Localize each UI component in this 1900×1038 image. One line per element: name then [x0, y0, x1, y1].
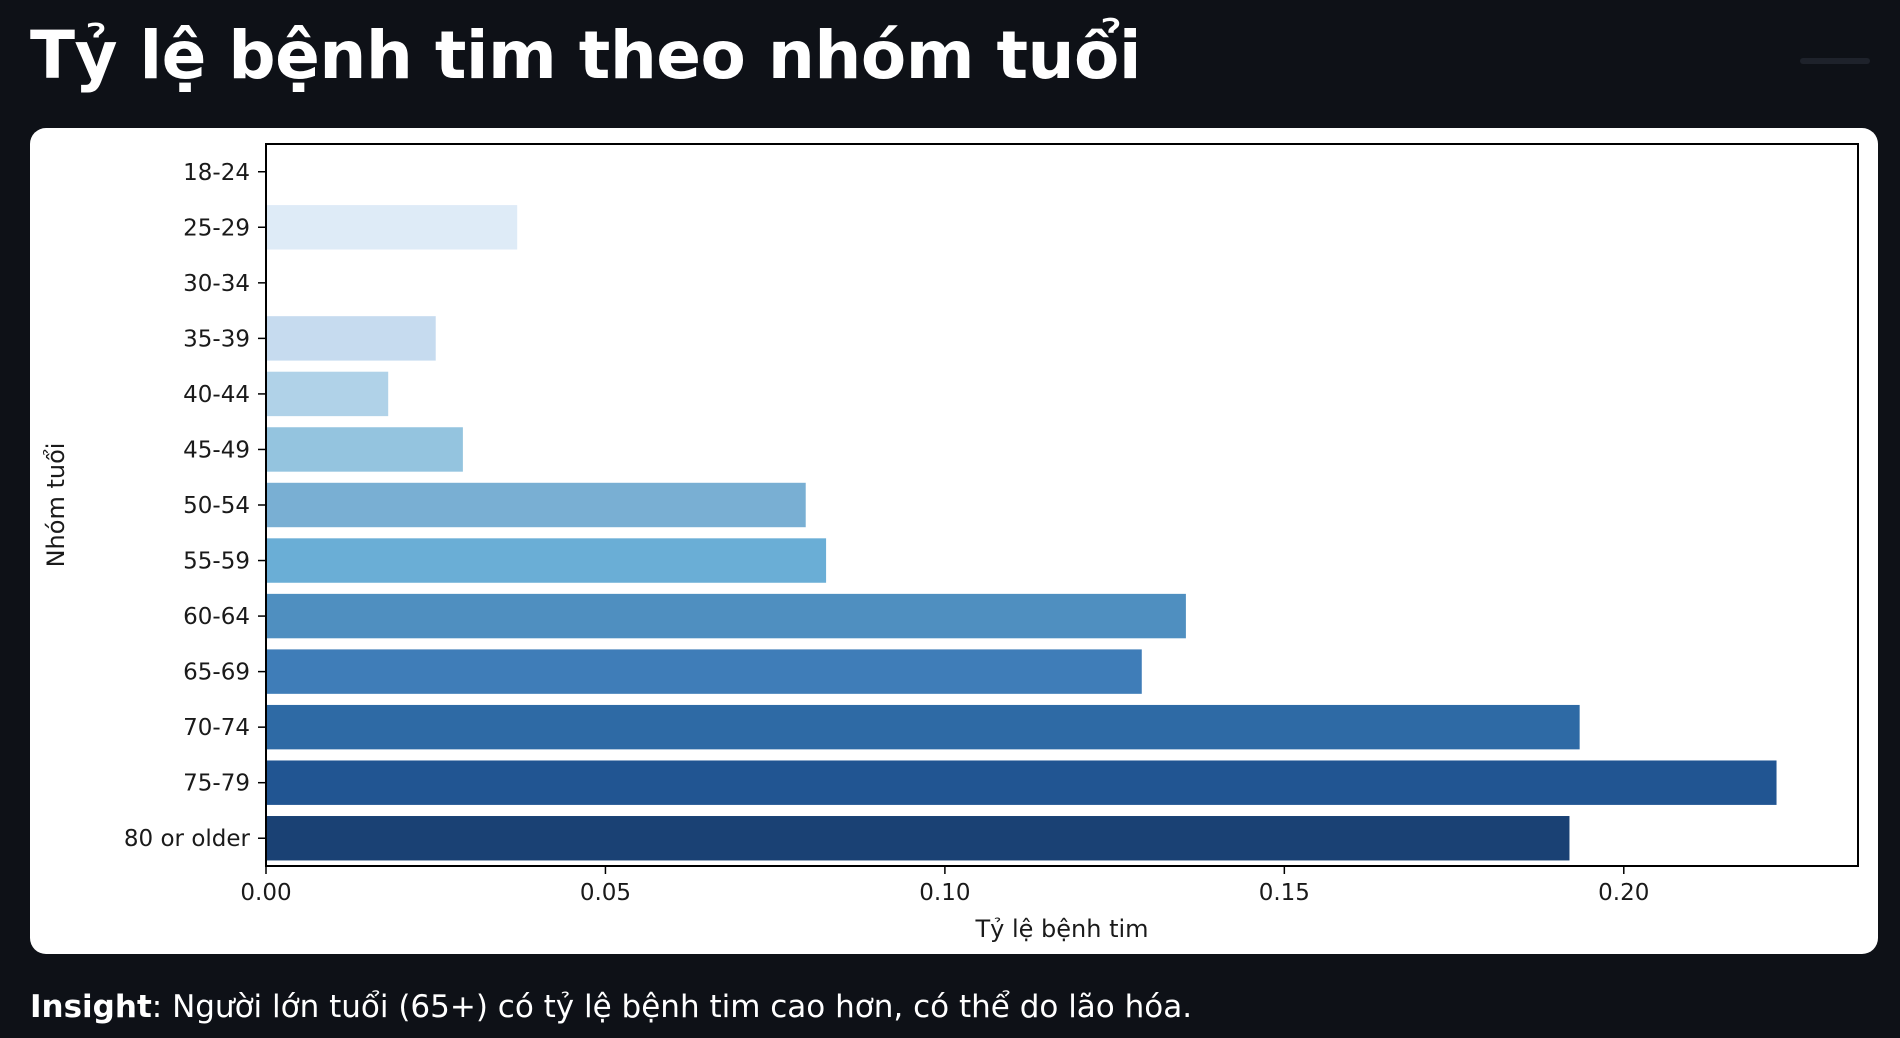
- y-tick-label: 75-79: [183, 771, 250, 797]
- bar-35-39: [266, 316, 436, 361]
- insight-text: Insight: Người lớn tuổi (65+) có tỷ lệ b…: [30, 986, 1192, 1028]
- bar-55-59: [266, 538, 827, 583]
- x-tick-label: 0.10: [919, 880, 970, 906]
- bar-25-29: [266, 205, 518, 250]
- y-tick-label: 55-59: [183, 549, 250, 575]
- x-axis-ticks: 0.00 0.05 0.10 0.15 0.20: [240, 866, 1649, 906]
- bar-chart: 18-24 25-29 30-34 35-39 40-44 45-49 50-54 55-59…: [42, 143, 1859, 943]
- bar-60-64: [266, 593, 1186, 639]
- y-tick-label: 65-69: [183, 660, 250, 686]
- bar-70-74: [266, 704, 1580, 750]
- y-tick-label: 70-74: [183, 715, 250, 741]
- bar-50-54: [266, 482, 806, 528]
- chart-card: 18-24 25-29 30-34 35-39 40-44 45-49 50-54 55-59…: [30, 128, 1878, 954]
- insight-body: : Người lớn tuổi (65+) có tỷ lệ bệnh tim…: [151, 989, 1193, 1025]
- y-tick-label: 50-54: [183, 493, 250, 519]
- y-tick-label: 40-44: [183, 382, 250, 408]
- y-tick-label: 30-34: [183, 271, 250, 297]
- bar-40-44: [266, 371, 389, 417]
- insight-label: Insight: [30, 989, 152, 1025]
- x-axis-label: Tỷ lệ bệnh tim: [974, 915, 1148, 943]
- x-tick-label: 0.20: [1598, 880, 1649, 906]
- bar-80-or-older: [266, 816, 1570, 861]
- y-tick-label: 18-24: [183, 160, 250, 186]
- bar-45-49: [266, 427, 463, 472]
- y-tick-label: 25-29: [183, 215, 250, 241]
- bar-65-69: [266, 649, 1142, 694]
- y-tick-label: 80 or older: [124, 826, 251, 852]
- x-tick-label: 0.05: [580, 880, 631, 906]
- y-tick-label: 45-49: [183, 437, 250, 463]
- x-tick-label: 0.15: [1259, 880, 1310, 906]
- plot-frame: [265, 143, 1859, 867]
- bar-group: [266, 205, 1777, 861]
- y-tick-label: 35-39: [183, 326, 250, 352]
- y-axis-label: Nhóm tuổi: [42, 443, 70, 568]
- bar-75-79: [266, 760, 1777, 805]
- x-tick-label: 0.00: [240, 880, 291, 906]
- header-decoration: [1800, 58, 1870, 64]
- page-title: Tỷ lệ bệnh tim theo nhóm tuổi: [30, 17, 1141, 94]
- y-axis-ticks: 18-24 25-29 30-34 35-39 40-44 45-49 50-54 55-59…: [124, 160, 266, 852]
- y-tick-label: 60-64: [183, 604, 250, 630]
